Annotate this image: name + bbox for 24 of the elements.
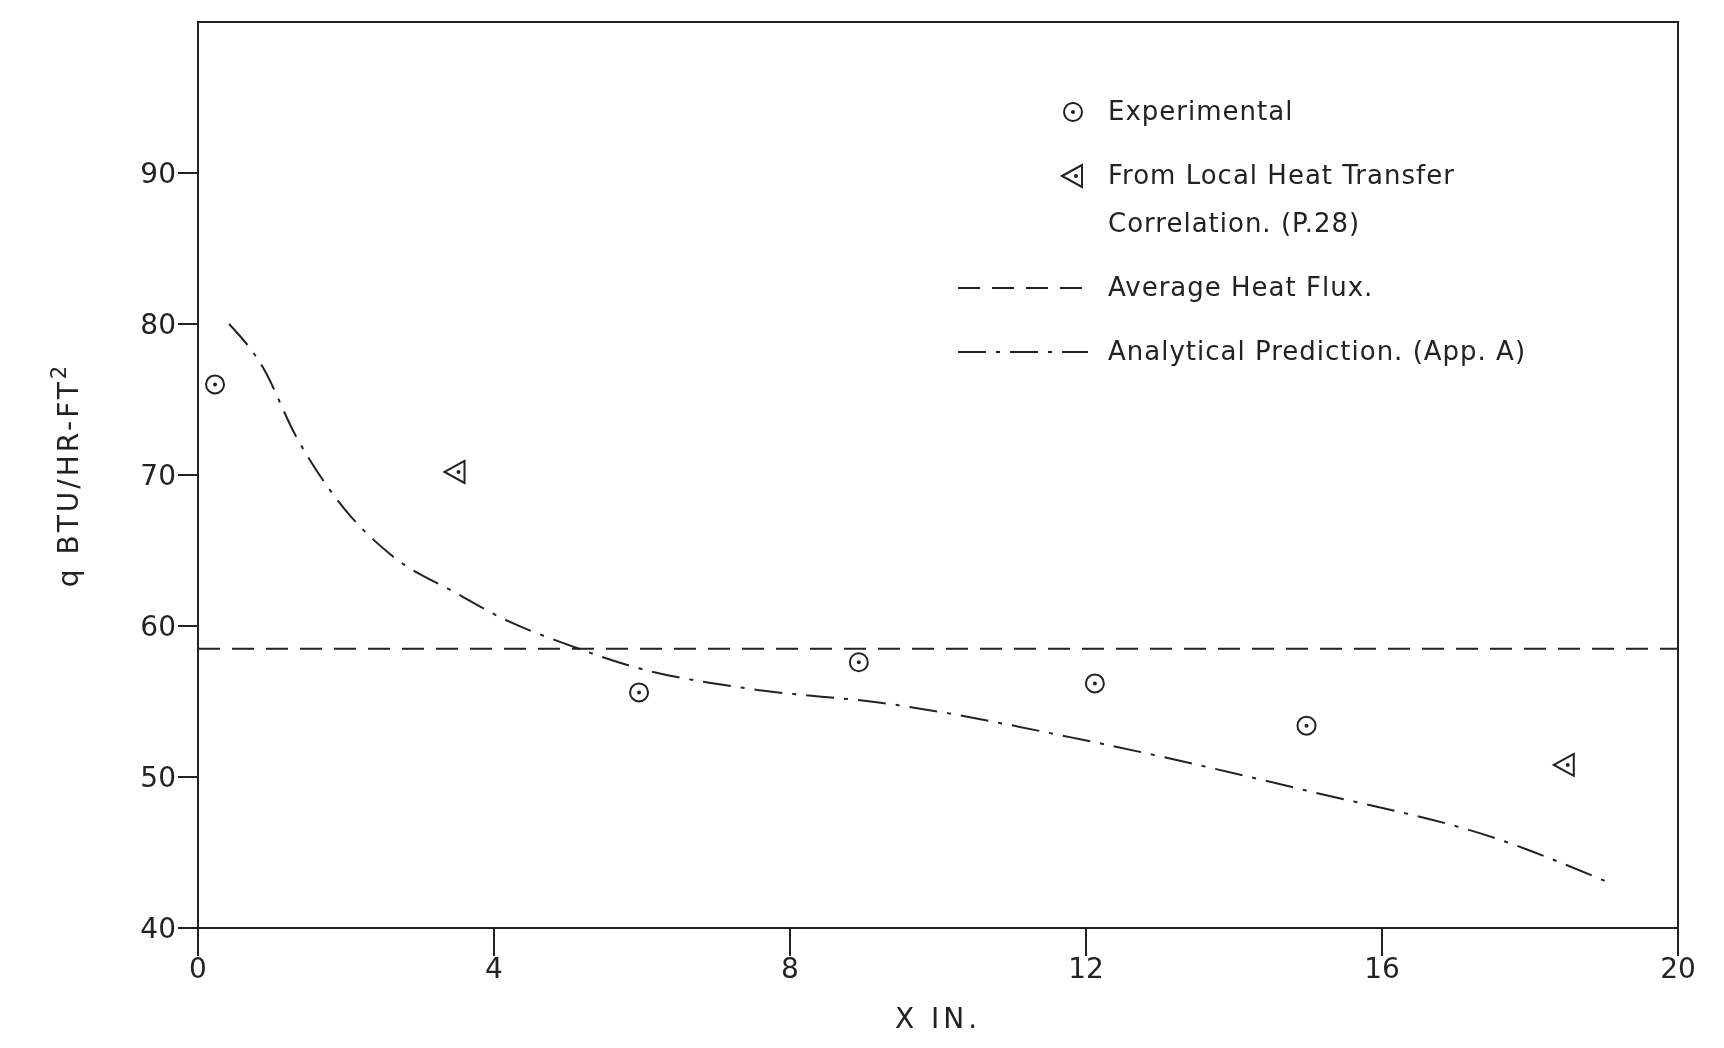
x-tick-label: 0: [189, 951, 207, 985]
point: [848, 652, 869, 673]
y-tick-label: 50: [140, 760, 176, 794]
legend-label: Experimental: [1108, 95, 1295, 128]
point: [443, 459, 466, 484]
y-tick-label: 70: [140, 458, 176, 492]
point: [1552, 752, 1575, 777]
y-tick-label: 40: [140, 911, 176, 945]
legend-label: Average Heat Flux.: [1108, 271, 1375, 304]
legend-label: Analytical Prediction. (App. A): [1108, 335, 1528, 368]
point: [1296, 715, 1317, 736]
x-tick-label: 20: [1660, 951, 1696, 985]
x-tick-label: 4: [485, 951, 503, 985]
y-tick-label: 60: [140, 609, 176, 643]
x-tick-label: 12: [1068, 951, 1104, 985]
x-axis-title: X IN.: [894, 1002, 982, 1035]
y-tick-label: 80: [140, 307, 176, 341]
point: [629, 682, 650, 703]
y-tick-label: 90: [140, 156, 176, 190]
point: [1084, 673, 1105, 694]
x-tick-label: 8: [781, 951, 799, 985]
point: [205, 374, 226, 395]
legend-label: From Local Heat Transfer Correlation. (P.28): [1108, 159, 1456, 240]
x-tick-label: 16: [1364, 951, 1400, 985]
